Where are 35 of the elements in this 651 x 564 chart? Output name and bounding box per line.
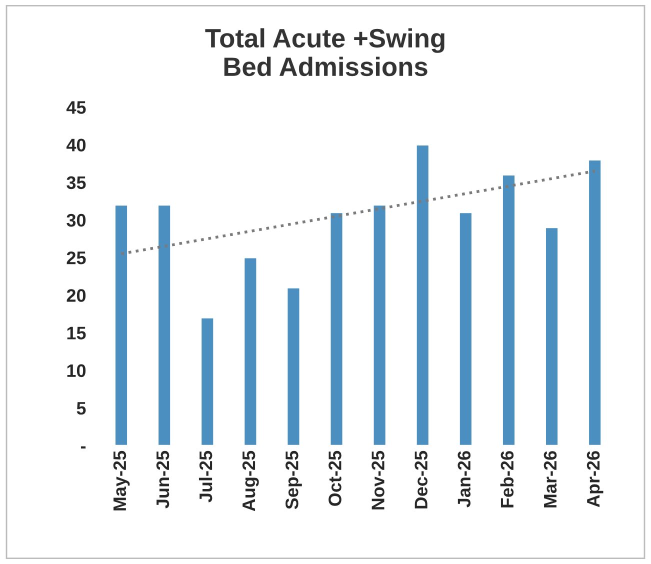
x-tick-label: Jul-25 — [198, 450, 212, 502]
y-tick-label: 45 — [66, 101, 86, 114]
bar — [544, 226, 559, 446]
x-tick-label: Dec-25 — [414, 450, 428, 508]
y-tick-label: 35 — [66, 176, 86, 190]
y-tick-label: 30 — [66, 214, 86, 227]
y-tick-label: 20 — [66, 289, 86, 302]
bar — [243, 256, 258, 446]
x-tick-label: Aug-25 — [242, 450, 259, 512]
x-tick-label: Jun-25 — [156, 450, 170, 508]
chart-title: Total Acute +Swing Bed Admissions — [205, 28, 444, 76]
x-tick-label: Apr-26 — [586, 451, 604, 508]
bar — [415, 144, 430, 446]
bar — [458, 212, 473, 446]
y-tick-label: 25 — [66, 251, 86, 264]
bar — [329, 212, 344, 446]
x-tick-label: Nov-25 — [372, 450, 384, 510]
bar — [114, 204, 128, 446]
x-tick-label: Jan-26 — [458, 451, 471, 508]
x-tick-label: Mar-26 — [544, 451, 557, 508]
bar — [588, 159, 602, 446]
y-tick-label: 15 — [67, 326, 86, 340]
x-tick-label: Sep-25 — [286, 450, 302, 510]
x-tick-label: Feb-26 — [500, 451, 514, 508]
x-tick-label: May-25 — [113, 450, 130, 510]
bar — [286, 286, 301, 446]
y-tick-label: 10 — [67, 364, 86, 378]
y-tick-label: 40 — [66, 138, 86, 152]
x-tick-label: Oct-25 — [328, 450, 342, 506]
bar — [157, 204, 172, 446]
bar — [372, 204, 387, 446]
y-tick-label: - — [80, 446, 86, 448]
y-tick-label: 5 — [76, 402, 86, 415]
bar — [502, 174, 516, 446]
bar — [200, 317, 215, 446]
